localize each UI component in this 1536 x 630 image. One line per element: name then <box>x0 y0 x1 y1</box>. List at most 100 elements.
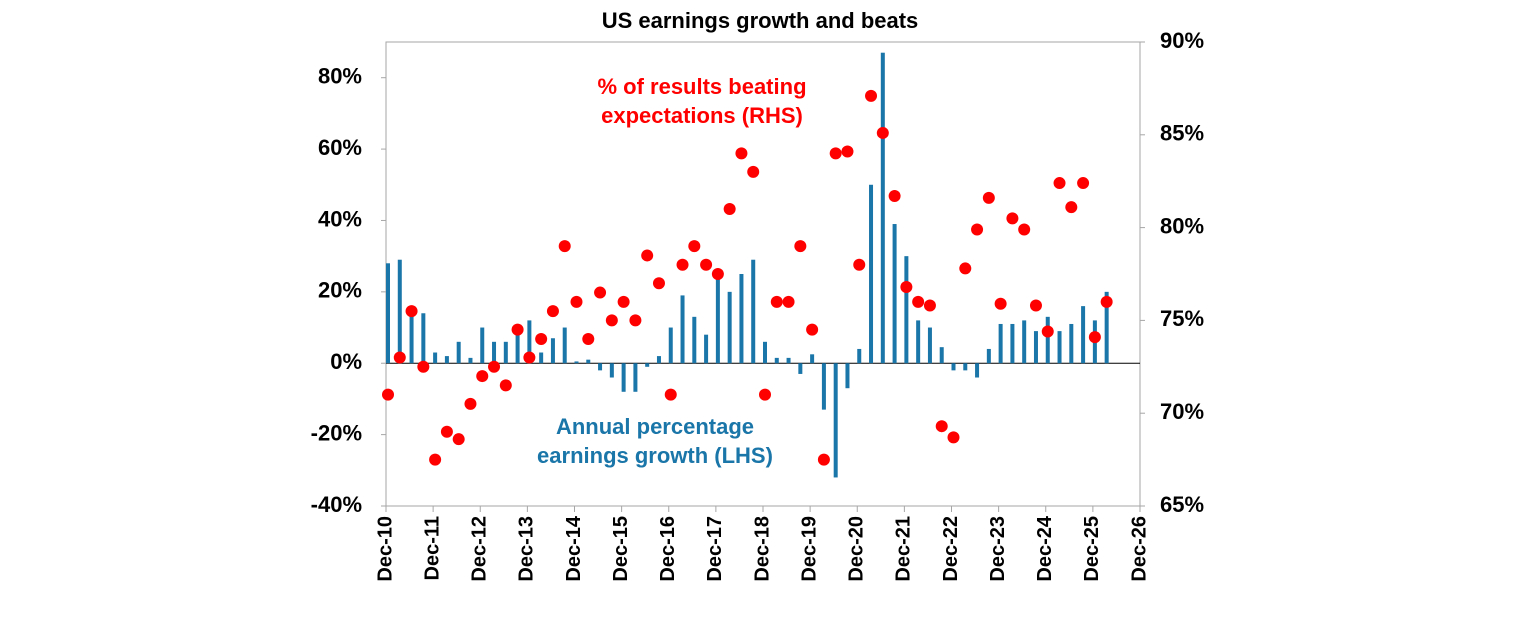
x-tick-label: Dec-15 <box>610 516 632 582</box>
dot <box>806 323 819 336</box>
bar <box>751 259 756 364</box>
dot <box>853 258 866 271</box>
x-tick-label: Dec-14 <box>563 515 585 581</box>
dot <box>523 351 536 364</box>
dot <box>759 388 771 401</box>
bar <box>1057 331 1062 364</box>
y-tick-label: 0% <box>330 349 362 374</box>
dot <box>959 262 972 275</box>
bar <box>645 363 650 367</box>
bar <box>515 331 520 364</box>
dot <box>1041 325 1054 338</box>
x-tick-label: Dec-11 <box>421 516 443 581</box>
dot <box>582 332 595 345</box>
bar <box>880 52 885 364</box>
bar <box>468 357 473 364</box>
chart-background <box>295 0 1225 610</box>
bar <box>810 354 815 364</box>
dot <box>652 277 665 290</box>
bar <box>963 363 968 371</box>
bar <box>1069 323 1074 364</box>
dot <box>1053 177 1066 190</box>
x-tick-label: Dec-22 <box>940 516 962 582</box>
annotation: expectations (RHS) <box>601 103 803 128</box>
x-tick-label: Dec-12 <box>469 516 491 582</box>
bar <box>869 184 874 364</box>
dot <box>1100 295 1113 308</box>
x-tick-label: Dec-17 <box>704 516 726 582</box>
dot <box>829 147 842 160</box>
y2-tick-label: 75% <box>1160 306 1204 331</box>
y2-tick-label: 70% <box>1160 399 1204 424</box>
dot <box>629 314 642 327</box>
x-tick-label: Dec-13 <box>516 516 538 582</box>
bar <box>574 361 579 364</box>
bar <box>904 256 909 364</box>
bar <box>774 357 779 364</box>
x-tick-label: Dec-19 <box>798 516 820 582</box>
bar <box>739 274 744 364</box>
bar <box>680 295 685 364</box>
dot <box>923 299 936 312</box>
y-tick-label: 60% <box>318 135 362 160</box>
bar <box>386 263 390 364</box>
dot <box>688 240 701 253</box>
bar <box>421 313 426 364</box>
dot <box>935 420 948 433</box>
y2-tick-label: 90% <box>1160 28 1204 53</box>
y2-tick-label: 85% <box>1160 121 1204 146</box>
x-tick-label: Dec-10 <box>374 516 396 582</box>
bar <box>833 363 838 478</box>
annotation: Annual percentage <box>556 414 754 439</box>
dot <box>1006 212 1019 225</box>
dot <box>676 258 689 271</box>
bar <box>1045 316 1050 364</box>
bar <box>1022 320 1027 364</box>
bar <box>704 334 709 364</box>
x-tick-label: Dec-24 <box>1034 515 1056 581</box>
dot <box>770 295 783 308</box>
bar <box>492 341 497 364</box>
dot <box>865 89 878 102</box>
y2-tick-label: 65% <box>1160 492 1204 517</box>
bar <box>951 363 956 371</box>
bar <box>821 363 826 410</box>
chart-title: US earnings growth and beats <box>602 8 919 33</box>
bar <box>456 341 461 364</box>
dot <box>1077 177 1090 190</box>
bar <box>633 363 638 392</box>
dot <box>476 370 489 383</box>
bar <box>692 316 697 364</box>
dot <box>994 297 1007 310</box>
bar <box>586 359 591 364</box>
bar <box>927 327 932 364</box>
bar <box>598 363 603 371</box>
x-tick-label: Dec-18 <box>751 516 773 582</box>
dot <box>393 351 406 364</box>
bar <box>621 363 626 392</box>
dot <box>664 388 677 401</box>
y-tick-label: 40% <box>318 206 362 231</box>
dot <box>535 332 548 345</box>
dot <box>912 295 925 308</box>
x-tick-label: Dec-23 <box>987 516 1009 582</box>
bar <box>609 363 614 378</box>
dot <box>570 295 583 308</box>
dot <box>947 431 960 444</box>
dot <box>747 165 760 178</box>
bar <box>798 363 803 374</box>
dot <box>817 453 830 466</box>
bar <box>444 356 449 364</box>
bar <box>916 320 921 364</box>
y-tick-label: -20% <box>311 420 362 445</box>
dot <box>417 360 430 373</box>
dot <box>558 240 571 253</box>
bar <box>433 352 438 364</box>
dot <box>641 249 654 262</box>
x-tick-label: Dec-20 <box>846 516 868 582</box>
bar <box>845 363 850 389</box>
dot <box>405 305 418 318</box>
bar <box>1010 323 1015 364</box>
dot <box>546 305 559 318</box>
